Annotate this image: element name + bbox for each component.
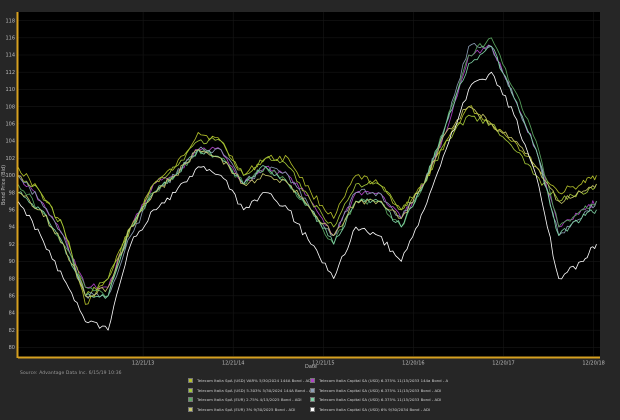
legend-swatch [188, 406, 193, 412]
y-axis-ticks: 80 82 84 86 88 90 92 94 96 98 100 102 104 106 108 110 11… [5, 18, 15, 351]
legend-label: Telecom Italia Capital SA (USD) 6.375% 1… [319, 387, 442, 393]
series-line [17, 71, 597, 331]
legend-item[interactable]: Telecom Italia SpA (EUR) 3% 9/30/2025 Bo… [188, 406, 310, 412]
series-lines [17, 37, 597, 331]
x-tick-label: 12/20/18 [582, 361, 604, 367]
legend: Telecom Italia SpA (USD) VAR% 5/30/2024 … [188, 378, 448, 412]
y-tick-label: 112 [5, 70, 15, 76]
y-tick-label: 80 [9, 345, 15, 351]
x-tick-label: 12/21/13 [132, 361, 154, 367]
y-tick-label: 84 [9, 311, 15, 317]
legend-item[interactable]: Telecom Italia SpA (USD) 5.303% 5/30/202… [188, 387, 310, 393]
legend-label: Telecom Italia SpA (EUR) 2.75% 4/15/2025… [197, 397, 302, 402]
legend-swatch [310, 387, 315, 393]
y-tick-label: 110 [5, 87, 15, 93]
legend-label: Telecom Italia Capital SA (USD) 6.375% 1… [319, 378, 448, 383]
legend-label: Telecom Italia Capital SA (USD) 6.375% 1… [319, 397, 442, 402]
y-tick-label: 98 [9, 190, 15, 196]
legend-swatch [188, 387, 193, 393]
y-tick-label: 114 [5, 53, 15, 59]
legend-item[interactable]: Telecom Italia SpA (EUR) 2.75% 4/15/2025… [188, 397, 310, 402]
x-tick-label: 12/21/15 [312, 361, 334, 367]
y-tick-label: 88 [9, 276, 15, 282]
plot-area [18, 12, 600, 358]
legend-label: Telecom Italia Capital SA (USD) 6% 9/30/… [319, 406, 431, 412]
legend-swatch [310, 406, 315, 412]
x-tick-label: 12/20/16 [402, 361, 424, 367]
y-tick-label: 92 [9, 242, 15, 248]
bottom-axis-highlight [18, 356, 600, 359]
x-axis-title: Date [305, 364, 317, 370]
y-tick-label: 96 [9, 208, 15, 214]
legend-item[interactable]: Telecom Italia Capital SA (USD) 6.375% 1… [310, 378, 448, 383]
legend-swatch [310, 378, 315, 383]
legend-swatch [310, 397, 315, 402]
series-line [17, 105, 597, 305]
legend-label: Telecom Italia SpA (USD) VAR% 5/30/2024 … [197, 378, 310, 383]
y-tick-label: 82 [9, 328, 15, 334]
y-axis-title: Bond Price (Bid) [1, 165, 7, 205]
source-note: Source: Advantage Data Inc. 6/15/19 10:3… [20, 371, 122, 376]
series-line [17, 106, 597, 298]
legend-swatch [188, 378, 193, 383]
series-line [17, 114, 597, 297]
legend-swatch [188, 397, 193, 402]
legend-item[interactable]: Telecom Italia Capital SA (USD) 6.375% 1… [310, 397, 448, 402]
y-tick-label: 116 [5, 36, 15, 42]
left-axis-highlight [16, 12, 19, 358]
y-tick-label: 108 [5, 104, 15, 110]
legend-item[interactable]: Telecom Italia Capital SA (USD) 6.375% 1… [310, 387, 448, 393]
y-tick-label: 102 [5, 156, 15, 162]
legend-item[interactable]: Telecom Italia Capital SA (USD) 6% 9/30/… [310, 406, 448, 412]
y-tick-label: 90 [9, 259, 15, 265]
y-tick-label: 118 [5, 18, 15, 24]
legend-item[interactable]: Telecom Italia SpA (USD) VAR% 5/30/2024 … [188, 378, 310, 383]
y-tick-label: 104 [5, 139, 15, 145]
legend-label: Telecom Italia SpA (EUR) 3% 9/30/2025 Bo… [197, 406, 296, 412]
legend-label: Telecom Italia SpA (USD) 5.303% 5/30/202… [197, 387, 310, 393]
x-tick-label: 12/21/14 [222, 361, 244, 367]
y-tick-label: 94 [9, 225, 15, 231]
y-tick-label: 106 [5, 122, 15, 128]
x-axis-ticks: 12/21/13 12/21/14 12/21/15 12/20/16 12/20/17… [132, 361, 605, 367]
x-tick-label: 12/20/17 [492, 361, 514, 367]
y-tick-label: 86 [9, 294, 15, 300]
y-tick-label: 100 [5, 173, 15, 179]
